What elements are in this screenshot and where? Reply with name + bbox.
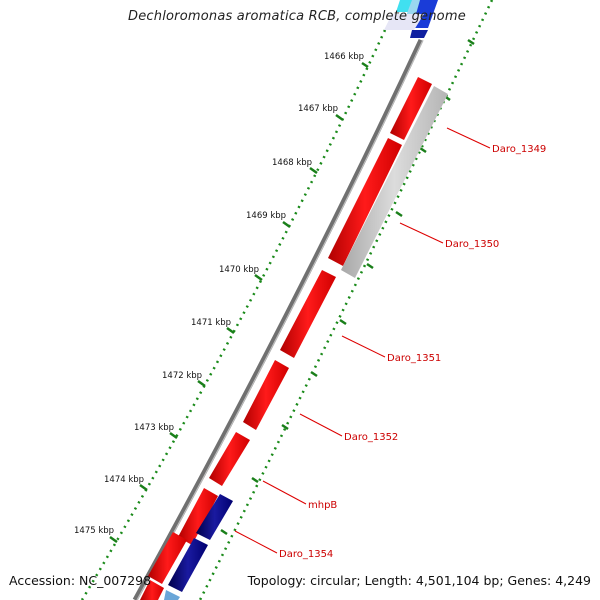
leader-line bbox=[446, 127, 491, 149]
ruler-labels: 1466 kbp 1467 kbp 1468 kbp 1469 kbp 1470… bbox=[74, 52, 364, 536]
gene-daro-1354-reverse[interactable] bbox=[196, 494, 233, 540]
gene-daro-1351[interactable] bbox=[280, 270, 336, 358]
ruler-label: 1472 kbp bbox=[162, 371, 202, 381]
leader-line bbox=[399, 222, 444, 244]
ruler-tick bbox=[197, 379, 206, 388]
gene-forward-cropped-2[interactable] bbox=[140, 580, 164, 600]
outer-ruler-track bbox=[80, 29, 387, 600]
gene-label[interactable]: Daro_1354 bbox=[279, 549, 333, 560]
ruler-label: 1474 kbp bbox=[104, 475, 144, 485]
gene-daro-1350-forward[interactable] bbox=[328, 138, 402, 266]
gene-daro-1350-reverse[interactable] bbox=[341, 86, 448, 278]
gene-label-leaders bbox=[234, 127, 491, 554]
leader-line bbox=[341, 335, 386, 358]
ruler-label: 1473 kbp bbox=[134, 423, 174, 433]
ruler-tick bbox=[309, 166, 318, 175]
ruler-label: 1467 kbp bbox=[298, 104, 338, 114]
leader-line bbox=[299, 413, 343, 437]
ruler-label: 1471 kbp bbox=[191, 318, 231, 328]
forward-genes bbox=[140, 77, 432, 600]
ruler-label: 1469 kbp bbox=[246, 211, 286, 221]
gene-daro-1349[interactable] bbox=[390, 77, 432, 140]
ruler-tick bbox=[139, 483, 148, 492]
genome-backbone bbox=[132, 38, 424, 600]
ruler-ticks bbox=[109, 61, 369, 544]
gene-forward-cropped-1[interactable] bbox=[148, 532, 187, 584]
accession-text: Accession: NC_007298 bbox=[9, 573, 152, 588]
ruler-tick bbox=[226, 326, 235, 335]
gene-reverse-cropped[interactable] bbox=[164, 590, 180, 600]
gene-label[interactable]: Daro_1351 bbox=[387, 353, 441, 364]
gene-mhpb[interactable] bbox=[209, 432, 250, 486]
inner-ring-ticks bbox=[220, 38, 475, 536]
inner-ruler-track bbox=[198, 0, 494, 600]
ruler-label: 1468 kbp bbox=[272, 158, 312, 168]
top-genes bbox=[384, 0, 438, 38]
ruler-label: 1475 kbp bbox=[74, 526, 114, 536]
gene-arrow bbox=[384, 14, 424, 30]
map-title: Dechloromonas aromatica RCB, complete ge… bbox=[128, 9, 466, 24]
gene-label[interactable]: mhpB bbox=[308, 500, 337, 511]
gene-label[interactable]: Daro_1352 bbox=[344, 432, 398, 443]
genome-summary-text: Topology: circular; Length: 4,501,104 bp… bbox=[247, 573, 591, 588]
ruler-tick bbox=[109, 535, 118, 544]
ruler-tick bbox=[361, 61, 369, 69]
leader-line bbox=[262, 480, 307, 505]
gene-reverse-navy-2[interactable] bbox=[168, 538, 208, 592]
gene-label[interactable]: Daro_1350 bbox=[445, 239, 499, 250]
ruler-tick bbox=[169, 431, 178, 440]
ruler-tick bbox=[254, 273, 263, 282]
ruler-tick bbox=[335, 113, 344, 122]
leader-line bbox=[234, 530, 278, 554]
ruler-label: 1470 kbp bbox=[219, 265, 259, 275]
gene-label[interactable]: Daro_1349 bbox=[492, 144, 546, 155]
gene-arrow bbox=[410, 30, 428, 38]
gene-daro-1354-forward[interactable] bbox=[178, 488, 218, 545]
ruler-label: 1466 kbp bbox=[324, 52, 364, 62]
gene-daro-1352[interactable] bbox=[243, 360, 289, 430]
ruler-tick bbox=[282, 220, 291, 229]
reverse-genes bbox=[164, 86, 448, 600]
gene-labels: Daro_1349 Daro_1350 Daro_1351 Daro_1352 … bbox=[279, 144, 546, 560]
